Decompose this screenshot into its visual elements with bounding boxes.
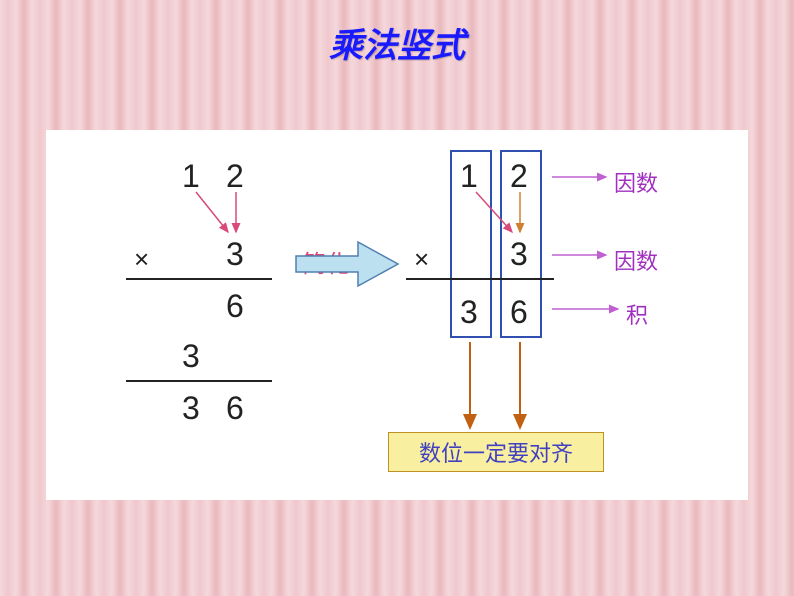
label-factor-2: 因数 (614, 244, 658, 276)
left-top-digit-1: 1 (182, 158, 200, 195)
left-partial-2: 3 (182, 338, 200, 375)
left-top-digit-2: 2 (226, 158, 244, 195)
left-line-2 (126, 380, 272, 382)
left-line-1 (126, 278, 272, 280)
right-mult-sign: × (414, 244, 429, 275)
left-partial-1: 6 (226, 288, 244, 325)
right-top-digit-2: 2 (510, 158, 528, 195)
left-result-2: 6 (226, 390, 244, 427)
note-box: 数位一定要对齐 (388, 432, 604, 472)
simplify-label: 简化 (302, 244, 350, 279)
label-product: 积 (626, 298, 648, 330)
right-top-digit-1: 1 (460, 158, 478, 195)
right-multiplier: 3 (510, 236, 528, 273)
right-line-1 (406, 278, 554, 280)
left-result-1: 3 (182, 390, 200, 427)
left-mult-sign: × (134, 244, 149, 275)
page-title: 乘法竖式 (0, 18, 794, 67)
left-multiplier: 3 (226, 236, 244, 273)
right-result-2: 6 (510, 294, 528, 331)
right-result-1: 3 (460, 294, 478, 331)
label-factor-1: 因数 (614, 166, 658, 198)
